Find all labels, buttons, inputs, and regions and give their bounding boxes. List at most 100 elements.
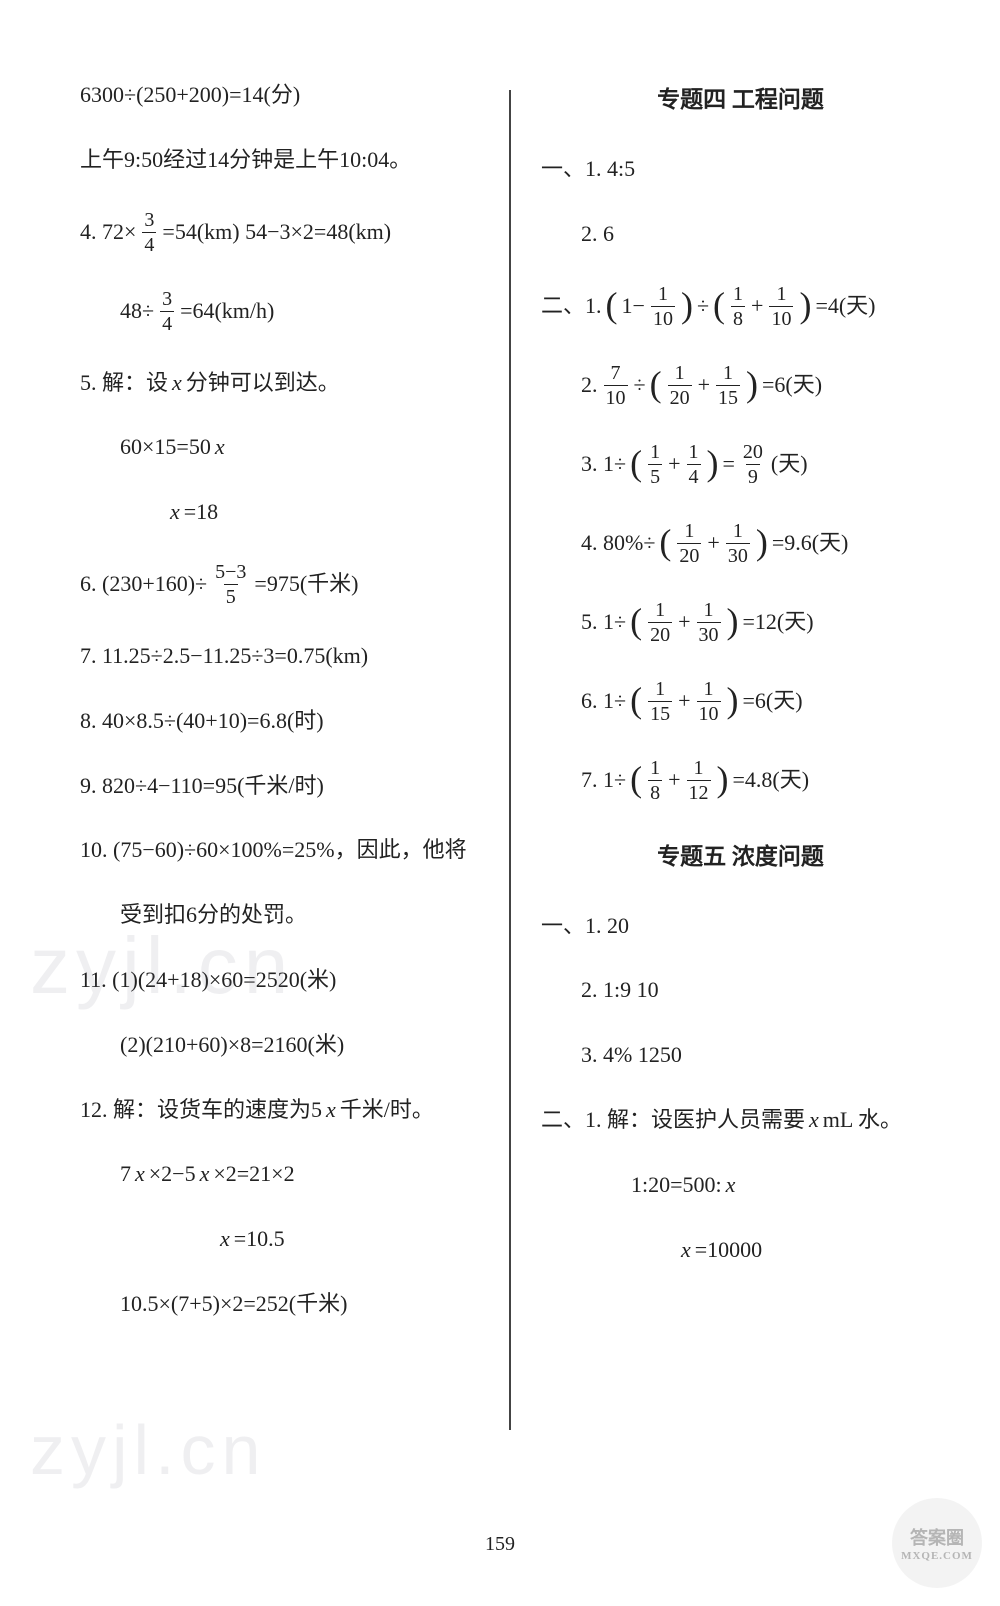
paren-icon: ) xyxy=(681,291,693,320)
numerator: 1 xyxy=(673,363,687,385)
badge-subtext: MXQE.COM xyxy=(901,1550,973,1562)
text: = xyxy=(723,449,735,480)
page-number: 159 xyxy=(485,1533,515,1556)
denominator: 8 xyxy=(648,780,662,803)
fraction: 110 xyxy=(697,679,721,724)
text: ×2=21×2 xyxy=(213,1159,294,1190)
expr-line: (2)(210+60)×8=2160(米) xyxy=(80,1030,479,1061)
expr-line: 4. 80%÷ ( 120 + 130 ) =9.6(天) xyxy=(541,521,940,566)
expr-line: 8. 40×8.5÷(40+10)=6.8(时) xyxy=(80,706,479,737)
fraction: 130 xyxy=(697,600,721,645)
fraction: 120 xyxy=(648,600,672,645)
text: 4. 72× xyxy=(80,217,136,248)
text: 4. 80%÷ xyxy=(581,528,655,559)
paren-icon: ) xyxy=(799,291,811,320)
numerator: 1 xyxy=(774,284,788,306)
answer-line: 2. 1:9 10 xyxy=(541,975,940,1006)
text: =6(天) xyxy=(743,686,803,717)
badge-text: 答案圈 xyxy=(910,1524,964,1550)
answer-line: 一、1. 20 xyxy=(541,911,940,942)
numerator: 1 xyxy=(682,521,696,543)
paren-icon: ) xyxy=(727,686,739,715)
variable-x: x xyxy=(170,497,180,528)
text: 12. 解：设货车的速度为5 xyxy=(80,1095,322,1126)
expr-line: 6300÷(250+200)=14(分) xyxy=(80,80,479,111)
denominator: 10 xyxy=(697,701,721,724)
paren-icon: ( xyxy=(606,291,618,320)
variable-x: x xyxy=(326,1095,336,1126)
fraction: 110 xyxy=(769,284,793,329)
paren-icon: ( xyxy=(630,449,642,478)
denominator: 20 xyxy=(677,543,701,566)
numerator: 1 xyxy=(653,600,667,622)
numerator: 1 xyxy=(692,758,706,780)
paren-icon: ) xyxy=(717,765,729,794)
text-line: 12. 解：设货车的速度为5x 千米/时。 xyxy=(80,1095,479,1126)
denominator: 5 xyxy=(224,584,238,607)
text: (天) xyxy=(771,449,808,480)
denominator: 15 xyxy=(716,385,740,408)
variable-x: x xyxy=(215,432,225,463)
expr-line: 5. 1÷ ( 120 + 130 ) =12(天) xyxy=(541,600,940,645)
numerator: 1 xyxy=(653,679,667,701)
expr-line: 6. 1÷ ( 115 + 110 ) =6(天) xyxy=(541,679,940,724)
fraction: 209 xyxy=(741,442,765,487)
text: =4(天) xyxy=(815,291,875,322)
variable-x: x xyxy=(681,1235,691,1266)
paren-icon: ) xyxy=(707,449,719,478)
text: 二、1. xyxy=(541,291,602,322)
fraction: 18 xyxy=(731,284,745,329)
variable-x: x xyxy=(135,1159,145,1190)
expr-line: 2. 710 ÷ ( 120 + 115 ) =6(天) xyxy=(541,363,940,408)
text: + xyxy=(678,607,690,638)
paren-icon: ( xyxy=(713,291,725,320)
numerator: 1 xyxy=(731,521,745,543)
fraction: 115 xyxy=(716,363,740,408)
text-line: 上午9:50经过14分钟是上午10:04。 xyxy=(80,145,479,176)
text: 千米/时。 xyxy=(340,1095,434,1126)
variable-x: x xyxy=(172,368,182,399)
numerator: 5−3 xyxy=(213,562,248,584)
badge-icon: 答案圈 MXQE.COM xyxy=(892,1498,982,1588)
expr-line: x=10.5 xyxy=(80,1224,479,1255)
fraction: 710 xyxy=(604,363,628,408)
fraction: 115 xyxy=(648,679,672,724)
text: ÷ xyxy=(634,370,646,401)
expr-line: 7x×2−5x×2=21×2 xyxy=(80,1159,479,1190)
numerator: 20 xyxy=(741,442,765,464)
text-line: 受到扣6分的处罚。 xyxy=(80,900,479,931)
text: =64(km/h) xyxy=(180,296,274,327)
expr-line: 二、1. ( 1− 110 ) ÷ ( 18 + 110 ) =4(天) xyxy=(541,284,940,329)
numerator: 3 xyxy=(142,210,156,232)
fraction: 3 4 xyxy=(142,210,156,255)
expr-line: 10.5×(7+5)×2=252(千米) xyxy=(80,1289,479,1320)
denominator: 9 xyxy=(746,464,760,487)
paren-icon: ) xyxy=(756,528,768,557)
text: =54(km) 54−3×2=48(km) xyxy=(162,217,391,248)
text: 3. 1÷ xyxy=(581,449,626,480)
text: + xyxy=(668,765,680,796)
text: 二、1. 解：设医护人员需要 xyxy=(541,1105,805,1136)
text: 6. (230+160)÷ xyxy=(80,569,207,600)
fraction: 112 xyxy=(687,758,711,803)
denominator: 10 xyxy=(604,385,628,408)
text: 2. xyxy=(581,370,598,401)
denominator: 4 xyxy=(142,232,156,255)
paren-icon: ( xyxy=(659,528,671,557)
expr-line: x=18 xyxy=(80,497,479,528)
numerator: 1 xyxy=(648,442,662,464)
numerator: 1 xyxy=(648,758,662,780)
section-title-5: 专题五 浓度问题 xyxy=(541,837,940,871)
text: 5. 解：设 xyxy=(80,368,168,399)
expr-line: 9. 820÷4−110=95(千米/时) xyxy=(80,771,479,802)
text: =18 xyxy=(184,497,218,528)
fraction: 130 xyxy=(726,521,750,566)
paren-icon: ( xyxy=(630,607,642,636)
numerator: 1 xyxy=(702,679,716,701)
denominator: 4 xyxy=(687,464,701,487)
text: 7 xyxy=(120,1159,131,1190)
text: + xyxy=(668,449,680,480)
text: + xyxy=(678,686,690,717)
expr-line: 3. 1÷ ( 15 + 14 ) = 209 (天) xyxy=(541,442,940,487)
variable-x: x xyxy=(220,1224,230,1255)
